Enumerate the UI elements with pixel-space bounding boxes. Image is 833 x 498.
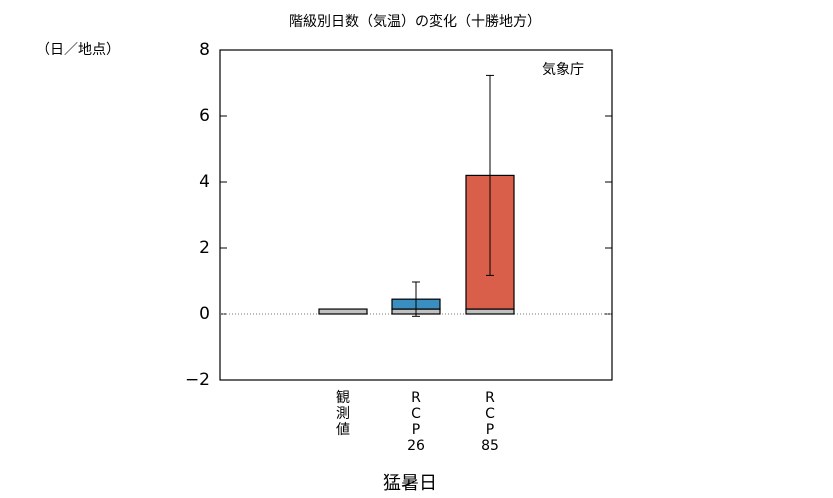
- annotation: 気象庁: [542, 62, 584, 78]
- y-tick-label: 6: [199, 106, 210, 126]
- bar-segment: [465, 308, 515, 315]
- x-tick-label: R C P 85: [481, 390, 499, 454]
- bar-segment: [318, 308, 368, 315]
- y-tick-label: 8: [199, 40, 210, 60]
- y-tick-label: 2: [199, 238, 210, 258]
- plot-frame: [219, 49, 613, 381]
- y-tick-label: −2: [185, 370, 210, 390]
- error-bar: [486, 74, 494, 276]
- error-bar: [412, 281, 420, 317]
- y-tick-label: 4: [199, 172, 210, 192]
- x-axis-label: 猛暑日: [383, 473, 437, 494]
- x-tick-label: R C P 26: [407, 390, 425, 454]
- chart-title: 階級別日数（気温）の変化（十勝地方）: [289, 13, 541, 30]
- y-unit: （日／地点）: [36, 42, 120, 58]
- x-tick-label: 観測値: [336, 389, 350, 438]
- y-tick-label: 0: [199, 304, 210, 324]
